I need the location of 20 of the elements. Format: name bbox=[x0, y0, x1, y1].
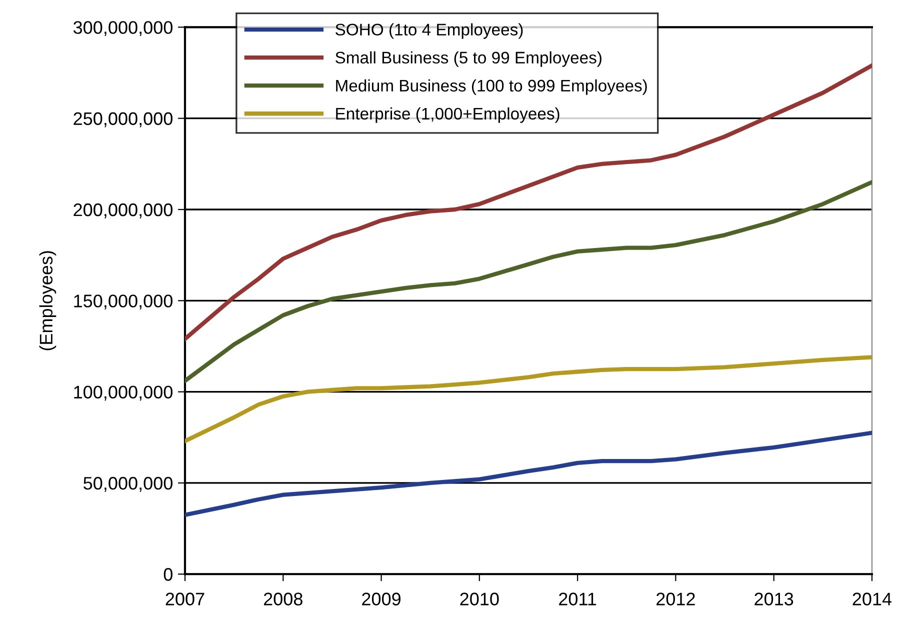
x-tick-label: 2014 bbox=[852, 592, 892, 606]
y-axis-title: (Employees) bbox=[39, 251, 56, 350]
x-tick-label: 2011 bbox=[559, 592, 596, 606]
x-tick-label: 2012 bbox=[656, 592, 695, 606]
x-tick-label: 2009 bbox=[362, 592, 400, 606]
y-tick-label: 250,000,000 bbox=[74, 112, 172, 128]
x-tick-label: 2013 bbox=[754, 592, 794, 606]
legend-label: Small Business (5 to 99 Employees) bbox=[336, 51, 602, 67]
legend-label: Enterprise (1,000+Employees) bbox=[336, 107, 560, 123]
x-tick-label: 2008 bbox=[264, 592, 302, 606]
y-tick-label: 150,000,000 bbox=[74, 294, 172, 310]
y-tick-label: 0 bbox=[164, 568, 172, 581]
legend-label: Medium Business (100 to 999 Employees) bbox=[336, 79, 647, 95]
y-tick-label: 200,000,000 bbox=[74, 203, 172, 218]
y-tick-label: 300,000,000 bbox=[73, 21, 172, 36]
x-tick-label: 2010 bbox=[460, 592, 499, 606]
y-tick-label: 100,000,000 bbox=[74, 386, 172, 401]
y-tick-label: 50,000,000 bbox=[84, 476, 172, 492]
x-tick-label: 2007 bbox=[166, 592, 204, 606]
legend-label: SOHO (1to 4 Employees) bbox=[336, 23, 523, 39]
